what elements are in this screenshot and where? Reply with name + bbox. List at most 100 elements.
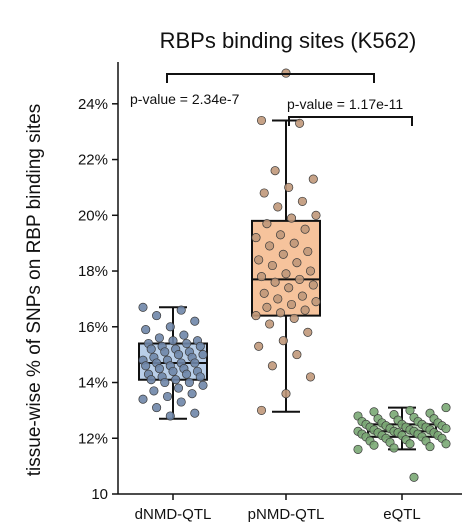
data-point <box>154 333 164 343</box>
data-point <box>292 258 302 268</box>
data-point <box>190 358 200 368</box>
box-eqtl <box>353 403 451 482</box>
data-point <box>275 308 286 318</box>
data-point <box>146 375 156 385</box>
data-point <box>138 394 148 404</box>
data-point <box>303 246 313 257</box>
data-point <box>195 372 205 382</box>
data-point <box>262 302 272 312</box>
data-point <box>441 439 451 449</box>
y-tick-label: 10 <box>91 486 108 503</box>
data-point <box>146 344 156 354</box>
data-point <box>281 269 291 279</box>
data-point <box>184 377 194 388</box>
data-point <box>270 277 280 287</box>
y-tick-label: 24% <box>78 96 108 113</box>
data-point <box>256 405 267 415</box>
data-point <box>405 439 415 449</box>
data-point <box>305 372 316 382</box>
data-point <box>409 472 419 482</box>
data-point <box>179 330 189 340</box>
data-point <box>195 341 205 351</box>
y-axis-ticks: 10 12% 14% 16% 18% 20% 22% 24% <box>78 96 118 503</box>
data-point <box>369 407 379 417</box>
data-point <box>176 397 186 407</box>
p-value-label: p-value = 1.17e-11 <box>287 96 403 112</box>
data-point <box>265 241 275 251</box>
data-point <box>165 322 175 332</box>
box-dnmd-qtl <box>138 302 208 421</box>
box-series <box>138 68 451 482</box>
y-tick-label: 14% <box>78 375 108 392</box>
data-point <box>173 350 184 360</box>
y-tick-label: 18% <box>78 263 108 280</box>
y-tick-label: 12% <box>78 430 108 447</box>
data-point <box>152 403 162 413</box>
data-point <box>275 230 286 240</box>
x-tick-label: dNMD-QTL <box>135 506 212 523</box>
data-point <box>160 377 170 388</box>
data-point <box>295 118 305 128</box>
data-point <box>198 350 208 360</box>
data-point <box>267 260 277 271</box>
data-point <box>262 219 272 229</box>
data-point <box>405 405 415 415</box>
data-point <box>273 202 283 212</box>
data-point <box>254 341 264 351</box>
x-tick-label: pNMD-QTL <box>248 506 325 523</box>
data-point <box>286 299 297 310</box>
data-point <box>154 364 164 374</box>
data-point <box>171 375 181 385</box>
data-point <box>265 319 275 329</box>
data-point <box>138 302 148 312</box>
data-point <box>311 210 321 220</box>
chart-title: RBPs binding sites (K562) <box>160 28 417 53</box>
data-point <box>389 443 399 453</box>
data-point <box>308 174 318 184</box>
data-point <box>311 297 321 307</box>
data-point <box>300 224 310 234</box>
data-point <box>176 305 186 315</box>
data-point <box>259 288 269 298</box>
axes <box>117 62 462 495</box>
data-point <box>284 182 294 192</box>
data-point <box>441 423 451 434</box>
bracket-pnmd-eqtl <box>288 116 413 126</box>
bracket-dnmd-eqtl <box>166 73 375 83</box>
data-point <box>278 336 288 346</box>
data-point <box>273 294 283 304</box>
data-point <box>251 233 261 243</box>
data-point <box>187 389 197 399</box>
x-axis-ticks: dNMD-QTL pNMD-QTL eQTL <box>135 494 421 523</box>
data-point <box>270 166 280 176</box>
data-point <box>303 327 313 337</box>
data-point <box>182 338 192 349</box>
p-value-label: p-value = 2.34e-7 <box>130 91 240 107</box>
data-point <box>295 274 305 284</box>
y-axis-label: tissue-wise % of SNPs on RBP binding sit… <box>24 104 45 476</box>
data-point <box>141 325 151 335</box>
data-point <box>190 316 200 326</box>
data-point <box>251 311 261 321</box>
data-point <box>152 311 162 321</box>
data-point <box>289 313 299 323</box>
data-point <box>182 369 192 379</box>
data-point <box>297 291 307 301</box>
y-tick-label: 16% <box>78 319 108 336</box>
data-point <box>160 347 170 357</box>
data-point <box>267 361 277 371</box>
data-point <box>254 255 264 265</box>
data-point <box>297 196 307 206</box>
y-tick-label: 22% <box>78 152 108 169</box>
data-point <box>168 366 178 376</box>
data-point <box>173 383 184 393</box>
data-point <box>141 361 151 371</box>
data-point <box>369 440 379 450</box>
data-point <box>353 444 363 454</box>
data-point <box>198 380 208 390</box>
y-tick-label: 20% <box>78 207 108 224</box>
data-point <box>149 386 159 396</box>
data-point <box>190 408 200 418</box>
data-point <box>286 213 297 223</box>
